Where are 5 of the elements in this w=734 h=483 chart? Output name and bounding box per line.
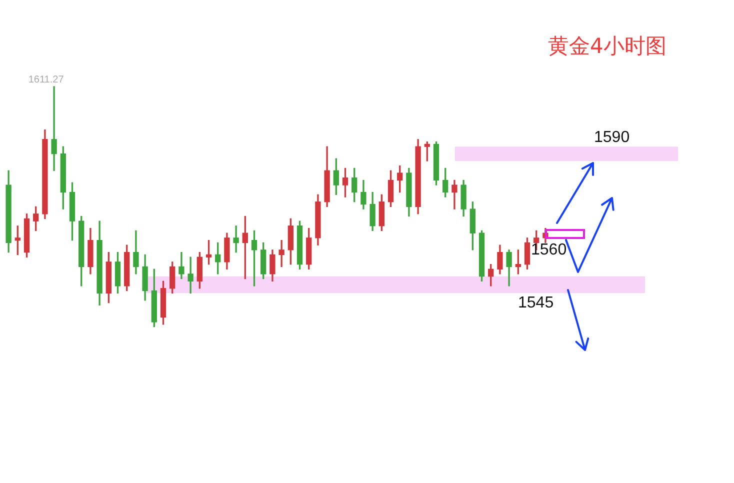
annotation: 1560 xyxy=(531,241,567,258)
band-label: 1590 xyxy=(594,128,630,146)
text: 黄金4小时图 xyxy=(548,33,666,60)
text: 1611.27 xyxy=(28,74,64,86)
band-label: 1545 xyxy=(518,294,554,312)
